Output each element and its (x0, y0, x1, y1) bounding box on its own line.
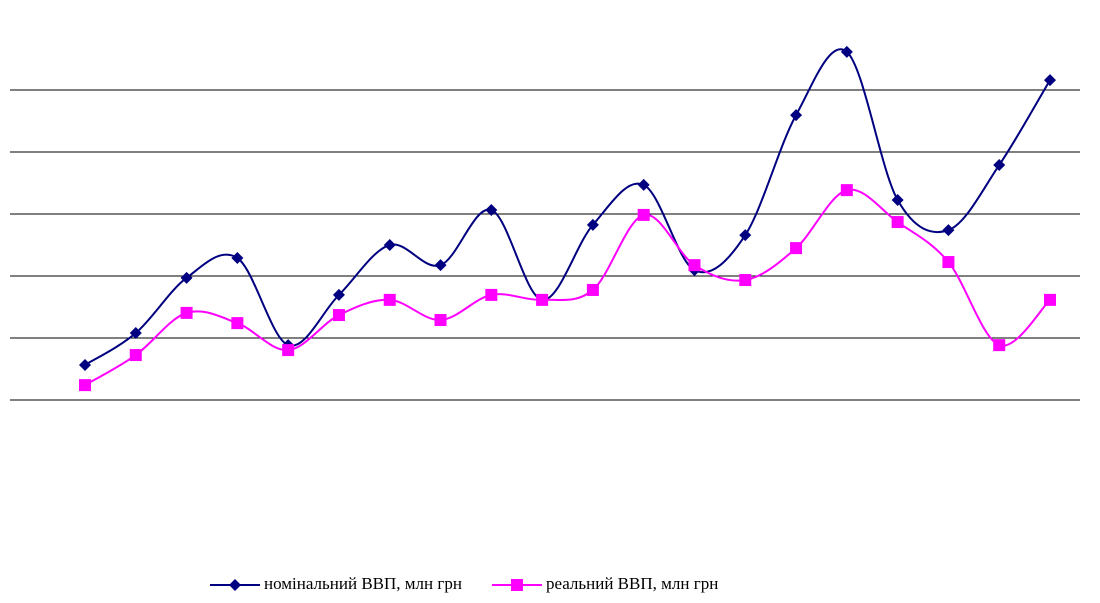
marker (79, 358, 91, 371)
marker (942, 256, 955, 269)
marker (485, 203, 498, 216)
marker (180, 306, 193, 319)
marker (434, 259, 447, 272)
marker (891, 216, 904, 229)
marker (790, 109, 803, 122)
marker (229, 579, 241, 591)
marker (1044, 293, 1056, 306)
marker (79, 379, 91, 392)
marker (840, 45, 853, 58)
marker (840, 184, 853, 197)
line (84, 48, 1051, 366)
marker (942, 224, 955, 237)
marker (637, 178, 650, 191)
marker (637, 208, 650, 221)
marker (383, 239, 396, 251)
marker (129, 349, 142, 362)
marker (739, 229, 752, 242)
marker (180, 271, 193, 284)
marker (536, 293, 549, 306)
marker (231, 252, 244, 265)
marker (586, 283, 599, 296)
marker (510, 579, 523, 591)
marker (434, 314, 447, 327)
marker (688, 259, 701, 272)
marker (282, 344, 295, 357)
marker (993, 339, 1006, 352)
marker (129, 327, 142, 340)
marker (485, 288, 498, 301)
marker (891, 194, 904, 207)
marker (790, 242, 803, 255)
marker (1044, 74, 1056, 87)
marker (993, 159, 1006, 172)
marker (383, 293, 396, 306)
legend-label: реальний ВВП, млн грн (546, 574, 718, 593)
legend-label: номінальний ВВП, млн грн (264, 574, 462, 593)
line (84, 188, 1051, 386)
marker (739, 274, 752, 287)
marker (231, 317, 244, 330)
marker (332, 309, 345, 322)
marker (586, 218, 599, 231)
marker (332, 288, 345, 301)
